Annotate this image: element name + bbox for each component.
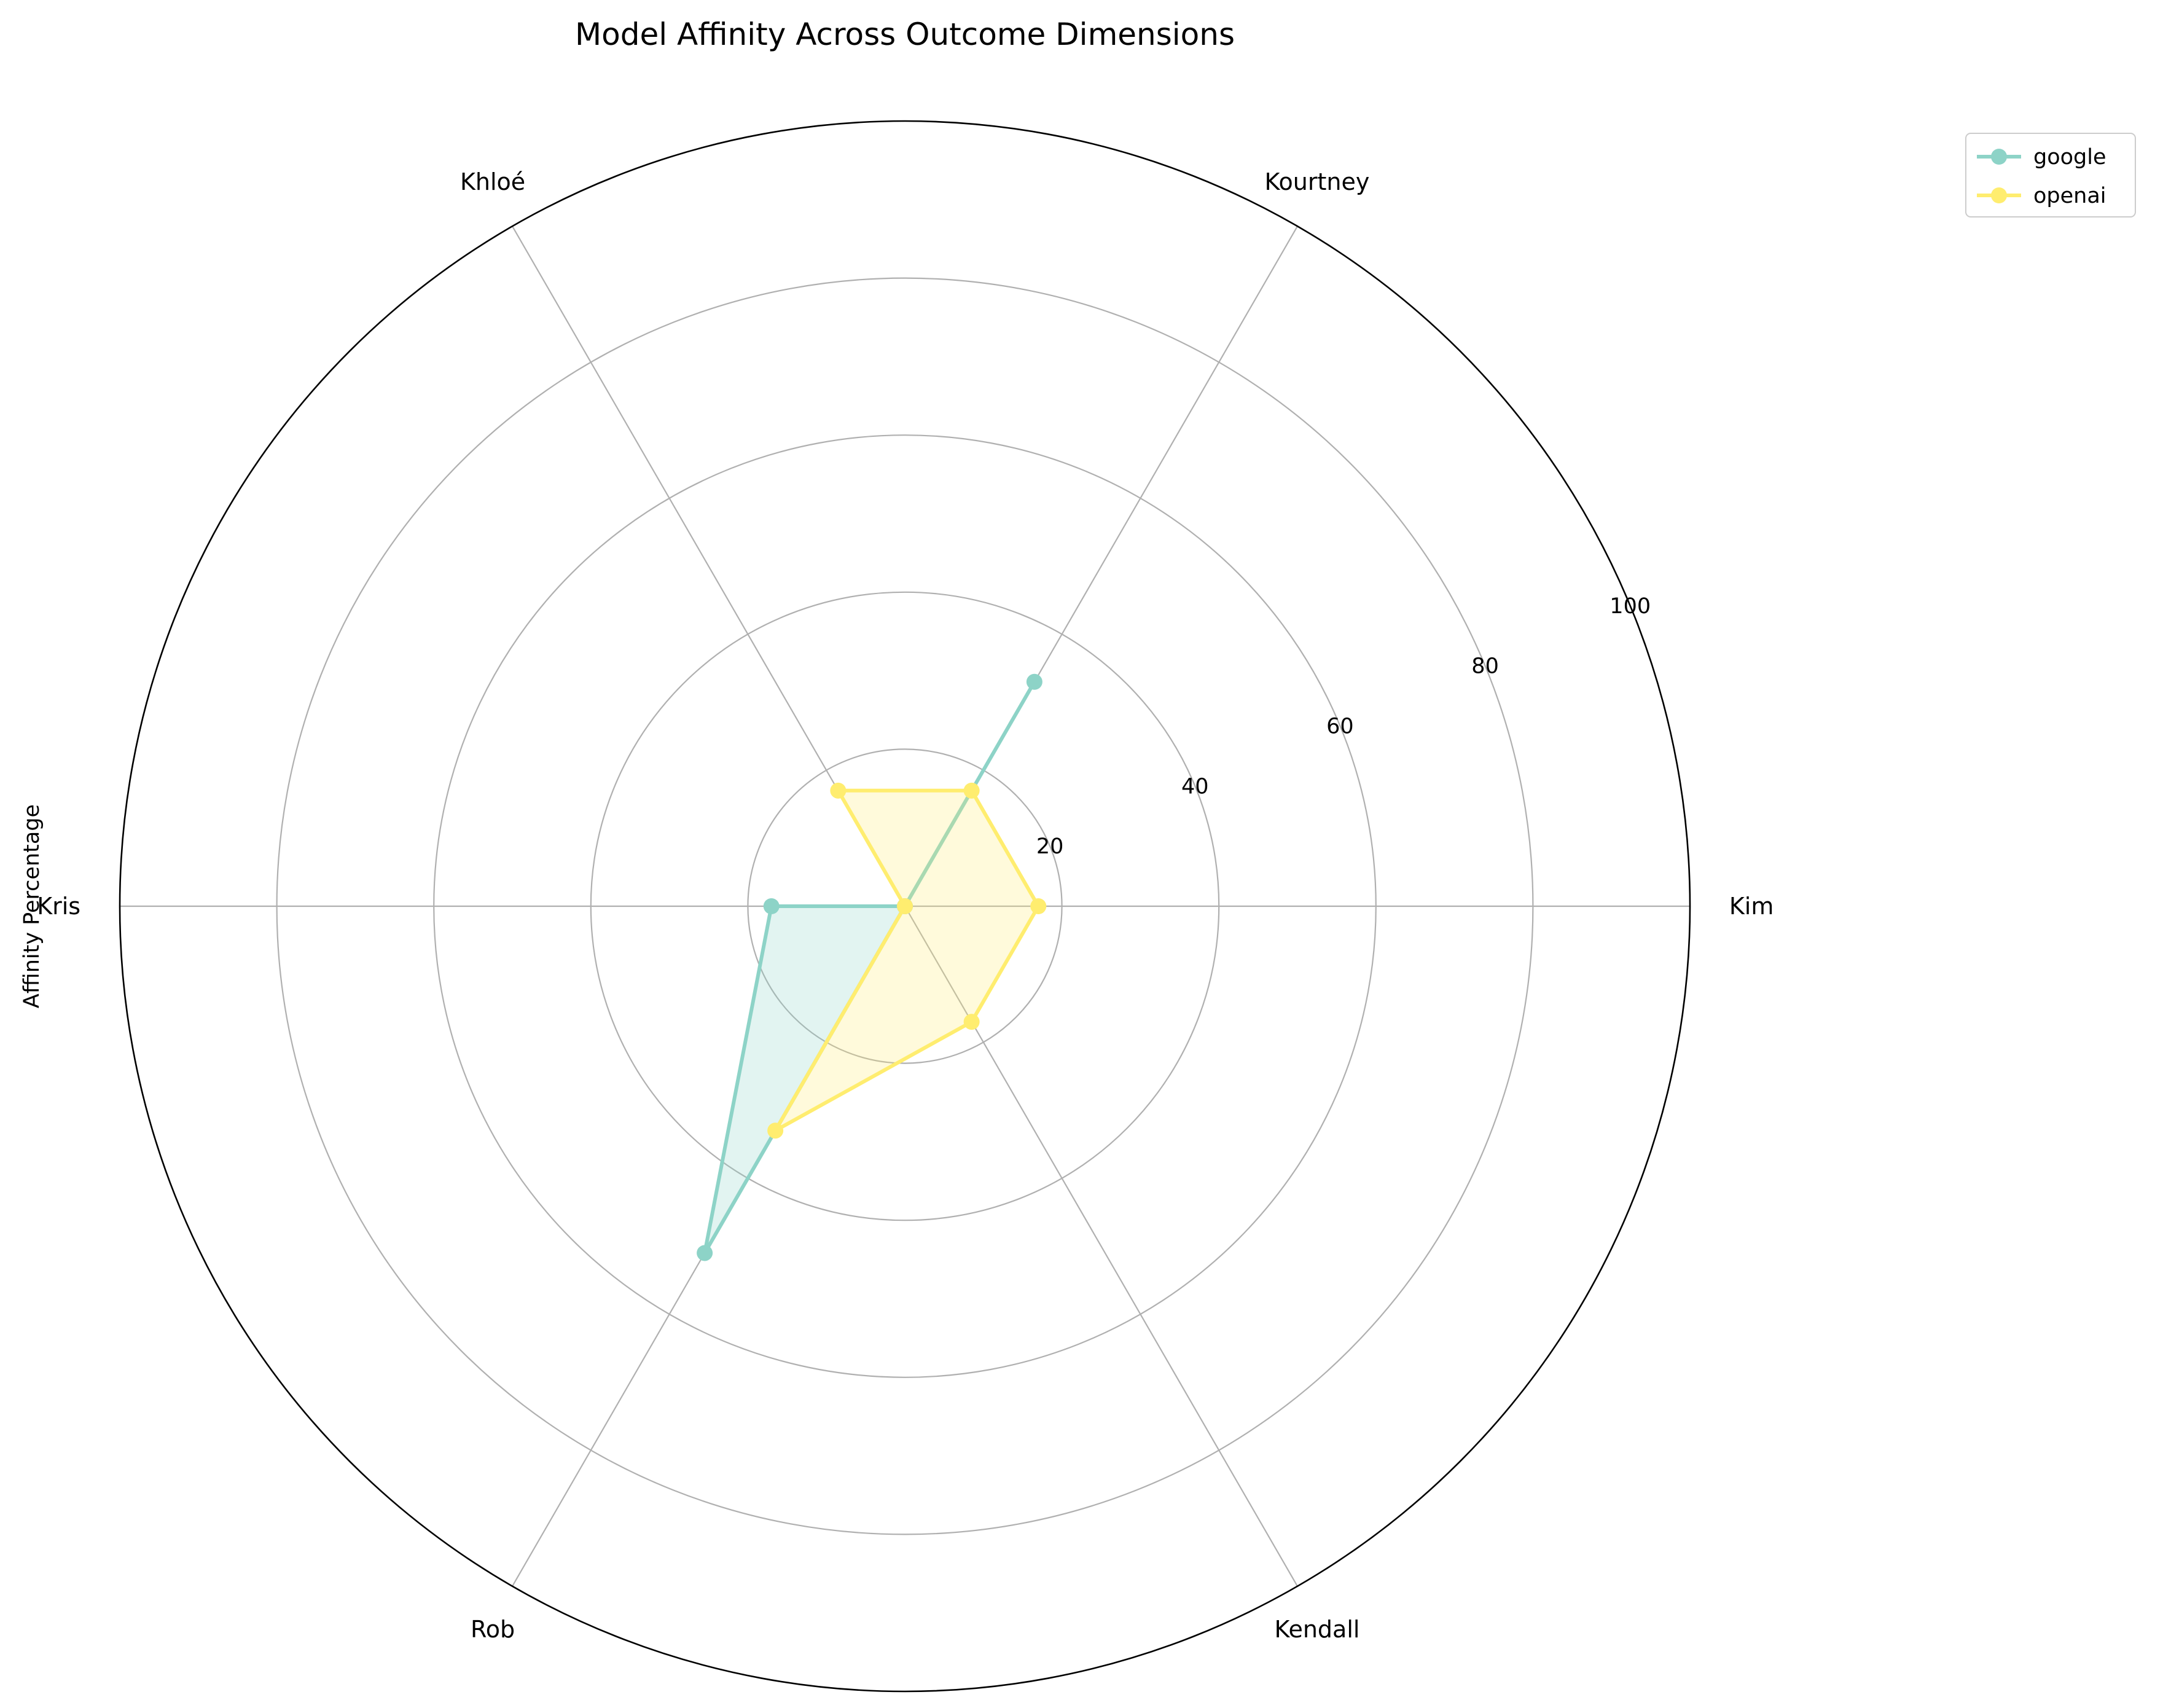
- legend-marker: [1991, 187, 2007, 203]
- r-tick-label: 100: [1610, 594, 1651, 619]
- outer-frame: [119, 120, 1691, 1693]
- legend-label: openai: [2033, 184, 2106, 208]
- legend-label: google: [2033, 145, 2106, 170]
- data-point-openai-kim: [1030, 898, 1047, 914]
- data-point-openai-kendall: [963, 1014, 980, 1030]
- series-line: [703, 680, 1036, 1255]
- legend-item-google[interactable]: google: [1977, 145, 2106, 170]
- category-label-kourtney: Kourtney: [1265, 168, 1370, 195]
- series-openai: [767, 782, 1047, 1139]
- category-label-khloe: Khloé: [460, 168, 525, 195]
- data-point-google-rob: [697, 1245, 713, 1261]
- r-tick-label: 40: [1181, 774, 1209, 799]
- r-tick-label: 20: [1036, 834, 1064, 859]
- radar-series: [697, 673, 1047, 1261]
- r-tick-label: 60: [1326, 715, 1354, 739]
- series-area: [705, 681, 1035, 1253]
- category-label-kendall: Kendall: [1274, 1616, 1359, 1643]
- category-label-rob: Rob: [471, 1616, 515, 1643]
- data-point-google-kris: [763, 898, 780, 914]
- legend[interactable]: google openai: [1965, 133, 2136, 217]
- r-tick-label: 80: [1471, 654, 1499, 679]
- data-point-openai-kourtney: [963, 782, 980, 799]
- category-label-kris: Kris: [37, 893, 80, 920]
- y-axis-label: Affinity Percentage: [20, 804, 44, 1008]
- data-point-google-kourtney: [1026, 673, 1042, 690]
- category-label-kim: Kim: [1729, 893, 1774, 920]
- legend-item-openai[interactable]: openai: [1977, 184, 2106, 208]
- legend-marker: [1991, 149, 2007, 165]
- data-point-openai-rob: [767, 1122, 784, 1139]
- series-area: [775, 790, 1039, 1131]
- radar-labels: Kim Kourtney Khloé Kris Rob Kendall 20 40 60 80 10…: [37, 168, 1774, 1643]
- data-point-openai-khloe: [830, 782, 847, 799]
- chart-title: Model Affinity Across Outcome Dimensions: [575, 17, 1235, 52]
- data-point-openai-kris: [897, 898, 913, 914]
